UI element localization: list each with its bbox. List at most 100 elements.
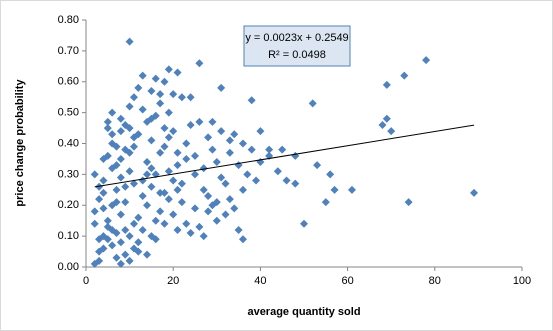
- point: [103, 235, 112, 244]
- point: [134, 213, 143, 222]
- point: [147, 136, 156, 145]
- point: [108, 130, 117, 139]
- point: [129, 142, 138, 151]
- point: [121, 120, 130, 129]
- point: [204, 191, 213, 200]
- point: [238, 139, 247, 148]
- point: [90, 219, 99, 228]
- point: [177, 198, 186, 207]
- point: [116, 154, 125, 163]
- point: [199, 185, 208, 194]
- point: [173, 148, 182, 157]
- point: [160, 142, 169, 151]
- point: [230, 130, 239, 139]
- point: [169, 90, 178, 99]
- point: [169, 176, 178, 185]
- point: [173, 185, 182, 194]
- point: [156, 99, 165, 108]
- point: [134, 83, 143, 92]
- x-tick-label: 60: [341, 275, 353, 287]
- point: [164, 65, 173, 74]
- point: [103, 117, 112, 126]
- point: [182, 219, 191, 228]
- point: [151, 74, 160, 83]
- point: [147, 114, 156, 123]
- point: [134, 130, 143, 139]
- point: [308, 99, 317, 108]
- point: [221, 210, 230, 219]
- point: [116, 114, 125, 123]
- point: [177, 179, 186, 188]
- point: [173, 225, 182, 234]
- point: [160, 124, 169, 133]
- point: [212, 216, 221, 225]
- point: [238, 185, 247, 194]
- point: [121, 250, 130, 259]
- point: [199, 232, 208, 241]
- point: [99, 188, 108, 197]
- point: [382, 80, 391, 89]
- point: [191, 151, 199, 160]
- trend-equation: y = 0.0023x + 0.2549: [245, 32, 348, 44]
- point: [108, 164, 117, 173]
- point: [125, 37, 134, 46]
- point: [125, 102, 134, 111]
- point: [151, 235, 160, 244]
- point: [195, 117, 204, 126]
- point: [225, 195, 234, 204]
- point: [121, 198, 130, 207]
- y-tick-label: 0.00: [58, 261, 79, 273]
- point: [404, 198, 413, 207]
- point: [300, 219, 308, 228]
- point: [95, 256, 104, 265]
- point: [99, 204, 108, 213]
- point: [103, 151, 112, 160]
- point: [212, 158, 221, 167]
- point: [195, 222, 204, 231]
- point: [138, 225, 147, 234]
- point: [108, 241, 117, 250]
- point: [182, 139, 191, 148]
- point: [177, 93, 186, 102]
- y-tick-label: 0.40: [58, 137, 79, 149]
- equation-box: [243, 25, 351, 67]
- point: [116, 238, 125, 247]
- point: [169, 210, 178, 219]
- point: [116, 259, 125, 268]
- trendline: [94, 124, 475, 188]
- point: [347, 185, 356, 194]
- point: [208, 117, 217, 126]
- point: [143, 250, 152, 259]
- point: [199, 164, 208, 173]
- point: [160, 77, 169, 86]
- point: [134, 238, 143, 247]
- point: [143, 158, 152, 167]
- point: [138, 191, 147, 200]
- point: [160, 219, 169, 228]
- point: [121, 225, 130, 234]
- point: [186, 93, 195, 102]
- y-tick-label: 0.80: [58, 14, 79, 26]
- x-tick-label: 40: [254, 275, 266, 287]
- point: [125, 167, 134, 176]
- point: [217, 127, 226, 136]
- y-axis-title: price change probability: [14, 79, 26, 207]
- y-tick-label: 0.30: [58, 168, 79, 180]
- point: [278, 145, 287, 154]
- point: [125, 148, 134, 157]
- point: [134, 247, 143, 256]
- point: [422, 56, 431, 65]
- point: [147, 182, 156, 191]
- point: [160, 188, 169, 197]
- point: [147, 164, 156, 173]
- point: [156, 207, 165, 216]
- point: [382, 114, 391, 123]
- point: [129, 179, 138, 188]
- point: [156, 90, 165, 99]
- point: [95, 235, 104, 244]
- plot: 0.00 0.10 0.20 0.30 0.40 0.50 0.60 0.70 0.80 0 20 4…: [58, 14, 532, 287]
- point: [252, 176, 261, 185]
- point: [95, 182, 104, 191]
- point: [112, 142, 121, 151]
